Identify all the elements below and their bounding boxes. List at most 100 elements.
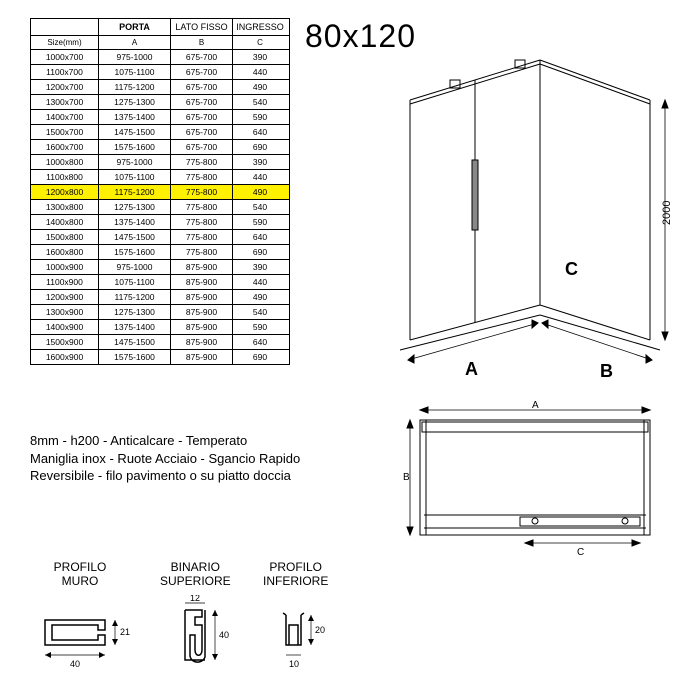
table-cell: 1500x800 — [31, 230, 99, 244]
hcell — [31, 19, 99, 35]
table-cell: 1075-1100 — [99, 65, 171, 79]
table-cell: 590 — [233, 215, 287, 229]
table-cell: 775-800 — [171, 245, 233, 259]
table-cell: 1000x900 — [31, 260, 99, 274]
table-cell: 1500x700 — [31, 125, 99, 139]
table-cell: 690 — [233, 350, 287, 364]
desc-line: Reversibile - filo pavimento o su piatto… — [30, 467, 300, 485]
table-row: 1300x9001275-1300875-900540 — [30, 305, 290, 320]
table-cell: 1400x800 — [31, 215, 99, 229]
table-cell: 1300x800 — [31, 200, 99, 214]
table-header-1: PORTA LATO FISSO INGRESSO — [30, 18, 290, 36]
table-cell: 775-800 — [171, 185, 233, 199]
table-cell: 1375-1400 — [99, 110, 171, 124]
table-cell: 675-700 — [171, 125, 233, 139]
table-cell: 1175-1200 — [99, 290, 171, 304]
table-cell: 1175-1200 — [99, 185, 171, 199]
table-cell: 540 — [233, 95, 287, 109]
profile-label: PROFILOMURO — [30, 560, 130, 589]
iso-label-a: A — [465, 359, 478, 379]
table-cell: 975-1000 — [99, 260, 171, 274]
table-row: 1500x9001475-1500875-900640 — [30, 335, 290, 350]
table-cell: 1400x700 — [31, 110, 99, 124]
table-cell: 1275-1300 — [99, 95, 171, 109]
table-cell: 1300x900 — [31, 305, 99, 319]
table-row: 1300x8001275-1300775-800540 — [30, 200, 290, 215]
table-cell: 875-900 — [171, 290, 233, 304]
table-cell: 775-800 — [171, 230, 233, 244]
table-cell: 675-700 — [171, 110, 233, 124]
table-cell: 775-800 — [171, 155, 233, 169]
table-cell: 590 — [233, 110, 287, 124]
table-cell: 975-1000 — [99, 50, 171, 64]
table-cell: 875-900 — [171, 350, 233, 364]
profiles-row: PROFILOMURO 40 21 BINARIOSUPERIORE 12 — [30, 560, 410, 685]
desc-line: 8mm - h200 - Anticalcare - Temperato — [30, 432, 300, 450]
table-row: 1400x9001375-1400875-900590 — [30, 320, 290, 335]
table-cell: 1475-1500 — [99, 335, 171, 349]
scell: B — [171, 36, 233, 49]
table-cell: 1575-1600 — [99, 245, 171, 259]
dim-h: 20 — [315, 625, 325, 635]
dim-h: 21 — [120, 627, 130, 637]
scell: C — [233, 36, 287, 49]
table-cell: 875-900 — [171, 275, 233, 289]
table-body: 1000x700975-1000675-7003901100x7001075-1… — [30, 50, 290, 365]
table-row: 1500x8001475-1500775-800640 — [30, 230, 290, 245]
table-cell: 1275-1300 — [99, 305, 171, 319]
desc-line: Maniglia inox - Ruote Acciaio - Sgancio … — [30, 450, 300, 468]
table-row: 1500x7001475-1500675-700640 — [30, 125, 290, 140]
table-cell: 1075-1100 — [99, 170, 171, 184]
profile-binario: BINARIOSUPERIORE 12 40 — [160, 560, 231, 685]
table-row: 1000x800975-1000775-800390 — [30, 155, 290, 170]
iso-label-c: C — [565, 259, 578, 279]
table-row: 1000x700975-1000675-700390 — [30, 50, 290, 65]
table-cell: 690 — [233, 140, 287, 154]
profile-inferiore: PROFILOINFERIORE 10 20 — [261, 560, 331, 685]
table-cell: 1175-1200 — [99, 80, 171, 94]
table-cell: 1575-1600 — [99, 140, 171, 154]
table-cell: 875-900 — [171, 260, 233, 274]
profile-muro: PROFILOMURO 40 21 — [30, 560, 130, 685]
table-cell: 1375-1400 — [99, 320, 171, 334]
table-cell: 640 — [233, 335, 287, 349]
table-cell: 1275-1300 — [99, 200, 171, 214]
table-cell: 490 — [233, 290, 287, 304]
table-row: 1600x9001575-1600875-900690 — [30, 350, 290, 365]
table-cell: 1600x800 — [31, 245, 99, 259]
table-cell: 390 — [233, 155, 287, 169]
table-cell: 1000x700 — [31, 50, 99, 64]
hcell: LATO FISSO — [171, 19, 233, 35]
table-cell: 690 — [233, 245, 287, 259]
table-cell: 590 — [233, 320, 287, 334]
table-row: 1300x7001275-1300675-700540 — [30, 95, 290, 110]
table-cell: 675-700 — [171, 80, 233, 94]
table-cell: 1200x800 — [31, 185, 99, 199]
table-cell: 675-700 — [171, 140, 233, 154]
table-cell: 1300x700 — [31, 95, 99, 109]
iso-diagram: A B C 2000 — [390, 30, 680, 370]
table-cell: 1575-1600 — [99, 350, 171, 364]
plan-label-c: C — [577, 547, 584, 558]
table-cell: 1000x800 — [31, 155, 99, 169]
table-cell: 390 — [233, 50, 287, 64]
table-cell: 675-700 — [171, 50, 233, 64]
table-cell: 640 — [233, 125, 287, 139]
table-cell: 540 — [233, 200, 287, 214]
dim-h: 40 — [219, 630, 229, 640]
table-cell: 1100x800 — [31, 170, 99, 184]
table-cell: 675-700 — [171, 95, 233, 109]
table-cell: 775-800 — [171, 170, 233, 184]
table-cell: 1375-1400 — [99, 215, 171, 229]
plan-label-a: A — [532, 400, 539, 411]
iso-label-b: B — [600, 361, 613, 381]
table-cell: 1600x700 — [31, 140, 99, 154]
scell: Size(mm) — [31, 36, 99, 49]
dim-w: 40 — [70, 659, 80, 669]
table-row: 1200x9001175-1200875-900490 — [30, 290, 290, 305]
description-block: 8mm - h200 - Anticalcare - Temperato Man… — [30, 432, 300, 485]
table-cell: 390 — [233, 260, 287, 274]
table-row: 1100x8001075-1100775-800440 — [30, 170, 290, 185]
table-cell: 875-900 — [171, 305, 233, 319]
table-cell: 490 — [233, 185, 287, 199]
